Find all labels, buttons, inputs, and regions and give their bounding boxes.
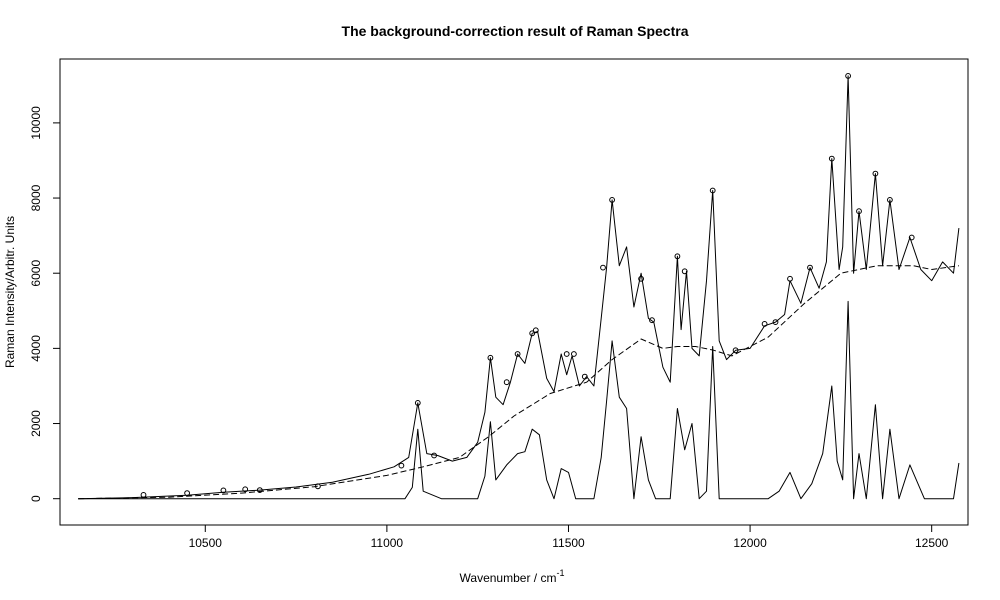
series-line-2 <box>78 265 959 500</box>
series-line-1 <box>78 75 960 500</box>
peak-marker <box>431 452 438 459</box>
peak-marker <box>398 462 405 469</box>
peak-marker <box>674 253 681 260</box>
x-tick-label: 10500 <box>189 536 223 550</box>
peak-marker <box>571 351 577 357</box>
peak-marker <box>503 379 510 386</box>
x-axis-label-main: Wavenumber / cm <box>460 571 557 585</box>
peak-marker <box>256 487 263 494</box>
peak-marker <box>140 492 147 498</box>
peak-marker <box>220 487 227 494</box>
chart-title: The background-correction result of Rama… <box>342 23 689 39</box>
peak-marker <box>315 483 321 490</box>
peak-marker <box>532 327 539 334</box>
peak-marker <box>242 486 249 493</box>
peak-marker <box>649 317 655 324</box>
y-tick-label: 4000 <box>29 335 43 362</box>
peak-marker <box>845 73 851 79</box>
peak-marker <box>514 351 521 357</box>
peak-marker <box>856 208 862 215</box>
peak-marker <box>638 275 644 282</box>
y-axis: 0 2000 4000 6000 8000 10000 <box>29 106 60 502</box>
x-tick-label: 12500 <box>915 536 949 550</box>
plot-frame <box>59 58 969 526</box>
x-axis-label: Wavenumber / cm-1 <box>460 568 565 585</box>
peak-marker <box>761 321 768 327</box>
x-axis: 10500 11000 11500 12000 12500 <box>189 525 949 550</box>
peak-marker <box>414 400 421 406</box>
peak-marker <box>184 490 191 497</box>
peak-marker <box>872 170 879 177</box>
peak-marker <box>600 264 606 271</box>
peak-markers <box>140 73 915 498</box>
y-tick-label: 8000 <box>29 184 43 211</box>
x-axis-label-superscript: -1 <box>556 568 564 578</box>
peak-marker <box>563 351 570 357</box>
peak-marker <box>807 264 813 271</box>
x-tick-label: 12000 <box>733 536 767 550</box>
series-layer <box>78 75 960 500</box>
peak-marker <box>908 234 915 241</box>
x-tick-label: 11000 <box>371 536 404 550</box>
y-axis-label: Raman Intensity/Arbitr. Units <box>3 216 17 368</box>
peak-marker <box>709 187 716 194</box>
peak-marker <box>609 197 615 203</box>
peak-marker <box>732 347 739 354</box>
x-tick-label: 11500 <box>552 536 585 550</box>
peak-marker <box>487 354 494 361</box>
peak-marker <box>787 275 793 282</box>
y-tick-label: 10000 <box>29 106 43 140</box>
peak-marker <box>681 268 688 275</box>
peak-marker <box>581 373 588 380</box>
y-tick-label: 2000 <box>29 410 43 437</box>
peak-marker <box>887 197 893 203</box>
peak-marker <box>828 155 835 162</box>
peak-marker <box>529 330 536 337</box>
peak-marker <box>772 319 779 326</box>
y-tick-label: 0 <box>29 495 43 502</box>
y-tick-label: 6000 <box>29 260 43 287</box>
series-line-3 <box>78 300 960 500</box>
